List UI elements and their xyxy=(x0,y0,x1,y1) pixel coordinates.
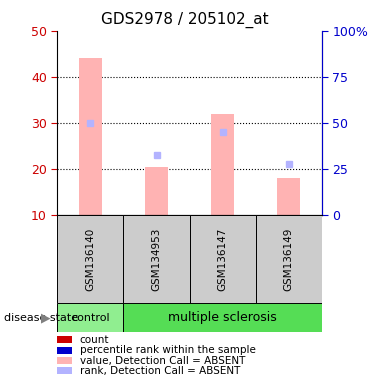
Text: percentile rank within the sample: percentile rank within the sample xyxy=(80,345,255,355)
Text: GDS2978 / 205102_at: GDS2978 / 205102_at xyxy=(101,12,269,28)
Bar xyxy=(57,215,124,303)
Bar xyxy=(211,114,234,215)
Bar xyxy=(124,215,189,303)
Bar xyxy=(124,303,322,332)
Bar xyxy=(145,167,168,215)
Text: GSM134953: GSM134953 xyxy=(152,227,162,291)
Text: ▶: ▶ xyxy=(41,311,51,324)
Text: GSM136140: GSM136140 xyxy=(85,228,95,291)
Text: GSM136149: GSM136149 xyxy=(284,227,294,291)
Bar xyxy=(189,215,256,303)
Bar xyxy=(277,178,300,215)
Text: value, Detection Call = ABSENT: value, Detection Call = ABSENT xyxy=(80,356,245,366)
Text: count: count xyxy=(80,335,109,345)
Text: multiple sclerosis: multiple sclerosis xyxy=(168,311,277,324)
Text: disease state: disease state xyxy=(4,313,78,323)
Bar xyxy=(57,303,124,332)
Text: GSM136147: GSM136147 xyxy=(218,227,228,291)
Bar xyxy=(256,215,322,303)
Text: control: control xyxy=(71,313,110,323)
Text: rank, Detection Call = ABSENT: rank, Detection Call = ABSENT xyxy=(80,366,240,376)
Bar xyxy=(79,58,102,215)
